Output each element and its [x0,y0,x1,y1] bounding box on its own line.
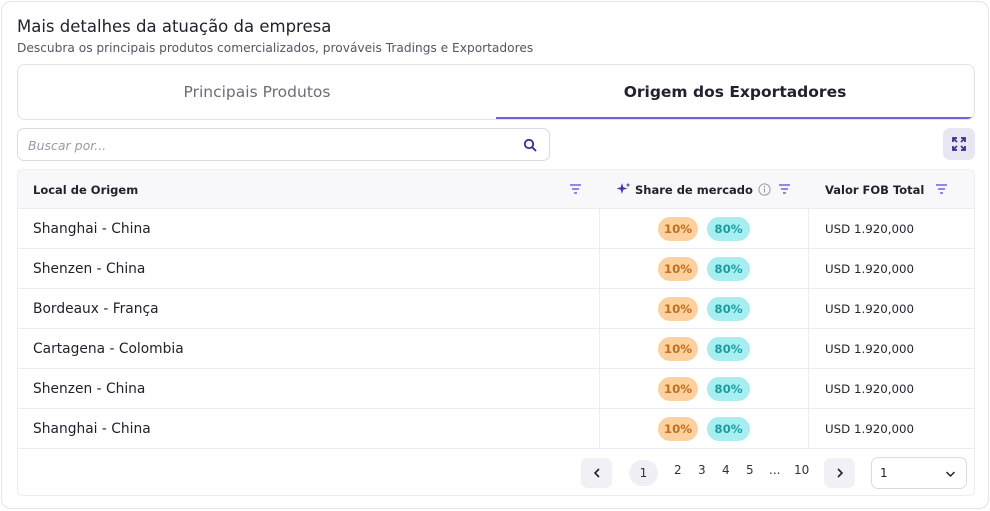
page-number-2[interactable]: 2 [674,463,682,477]
expand-icon [952,137,966,151]
cell-share: 10% 80% [599,289,809,328]
pagination: 1 2 3 4 5 ... 10 1 [18,450,974,495]
share-badge-orange: 10% [658,216,698,241]
share-badge-orange: 10% [658,336,698,361]
page-number-5[interactable]: 5 [746,463,754,477]
sparkle-icon [616,182,631,194]
share-badge-orange: 10% [658,416,698,441]
column-header-local: Local de Origem [33,182,139,197]
next-page-button[interactable] [824,458,855,488]
cell-local: Shanghai - China [33,220,151,237]
filter-icon[interactable] [569,183,582,195]
cell-local: Shenzen - China [33,380,146,397]
page-select-value: 1 [880,466,888,480]
cell-local: Cartagena - Colombia [33,340,184,357]
cell-fob: USD 1.920,000 [825,421,914,436]
tab-principais-produtos[interactable]: Principais Produtos [183,83,331,101]
page-number-10[interactable]: 10 [794,463,810,477]
share-badge-orange: 10% [658,256,698,281]
table-row[interactable]: Shenzen - China 10% 80% USD 1.920,000 [18,369,974,409]
search-icon[interactable] [523,138,537,152]
page-select[interactable]: 1 [871,457,967,489]
cell-share: 10% 80% [599,209,809,248]
exporters-table: Local de Origem Share de mercado [17,169,975,496]
share-badge-teal: 80% [707,376,750,401]
share-badge-orange: 10% [658,296,698,321]
column-header-share: Share de mercado [635,182,753,197]
share-badge-teal: 80% [707,416,750,441]
share-badge-teal: 80% [707,336,750,361]
cell-fob: USD 1.920,000 [825,221,914,236]
share-badge-teal: 80% [707,216,750,241]
cell-share: 10% 80% [599,329,809,368]
cell-local: Shenzen - China [33,260,146,277]
filter-icon[interactable] [935,183,948,195]
filter-icon[interactable] [778,183,791,195]
table-row[interactable]: Shanghai - China 10% 80% USD 1.920,000 [18,209,974,249]
chevron-down-icon [945,471,956,478]
search-box [17,128,550,161]
cell-local: Bordeaux - França [33,300,159,317]
info-icon[interactable] [758,183,771,196]
table-row[interactable]: Shanghai - China 10% 80% USD 1.920,000 [18,409,974,449]
cell-share: 10% 80% [599,409,809,448]
cell-share: 10% 80% [599,369,809,408]
cell-local: Shanghai - China [33,420,151,437]
column-header-fob: Valor FOB Total [825,182,925,197]
expand-button[interactable] [943,128,975,160]
share-badge-teal: 80% [707,256,750,281]
page-subtitle: Descubra os principais produtos comercia… [17,41,534,55]
table-row[interactable]: Shenzen - China 10% 80% USD 1.920,000 [18,249,974,289]
cell-share: 10% 80% [599,249,809,288]
page-ellipsis: ... [769,463,781,477]
chevron-right-icon [836,468,843,478]
tab-origem-exportadores[interactable]: Origem dos Exportadores [496,65,974,119]
cell-fob: USD 1.920,000 [825,381,914,396]
share-badge-orange: 10% [658,376,698,401]
table-row[interactable]: Bordeaux - França 10% 80% USD 1.920,000 [18,289,974,329]
table-row[interactable]: Cartagena - Colombia 10% 80% USD 1.920,0… [18,329,974,369]
table-header: Local de Origem Share de mercado [18,170,974,209]
cell-fob: USD 1.920,000 [825,301,914,316]
share-badge-teal: 80% [707,296,750,321]
cell-fob: USD 1.920,000 [825,341,914,356]
cell-fob: USD 1.920,000 [825,261,914,276]
page-number-3[interactable]: 3 [698,463,706,477]
search-input[interactable] [28,135,508,155]
chevron-left-icon [593,468,600,478]
page-number-4[interactable]: 4 [722,463,730,477]
page-title: Mais detalhes da atuação da empresa [17,17,332,36]
prev-page-button[interactable] [581,458,612,488]
tab-bar: Principais Produtos Origem dos Exportado… [17,64,975,120]
page-number-1[interactable]: 1 [629,460,658,486]
